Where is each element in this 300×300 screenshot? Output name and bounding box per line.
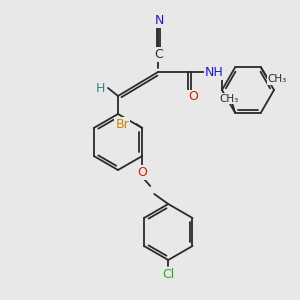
Text: Cl: Cl — [162, 268, 174, 281]
Text: NH: NH — [205, 65, 224, 79]
Text: C: C — [154, 47, 164, 61]
Text: O: O — [188, 91, 198, 103]
Text: CH₃: CH₃ — [219, 94, 238, 103]
Text: N: N — [154, 14, 164, 26]
Text: Br: Br — [116, 118, 129, 130]
Text: O: O — [137, 166, 147, 178]
Text: CH₃: CH₃ — [267, 74, 286, 85]
Text: H: H — [95, 82, 105, 94]
